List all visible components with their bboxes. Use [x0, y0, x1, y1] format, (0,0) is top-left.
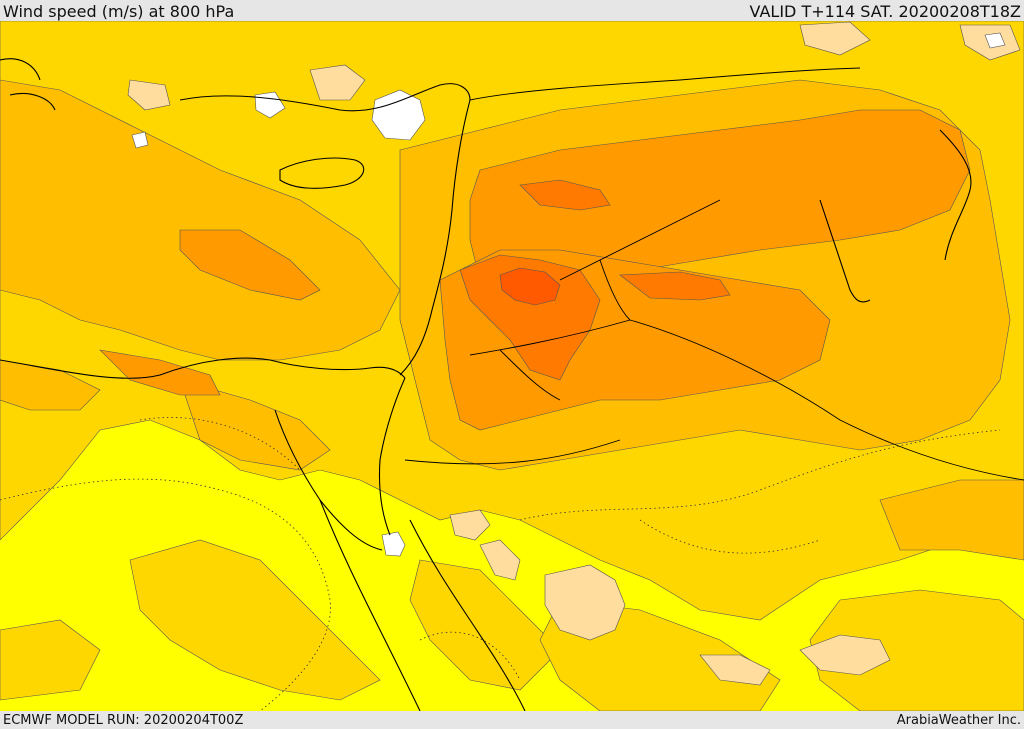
very-calm-patches [131, 32, 1006, 557]
wind-speed-map [0, 21, 1024, 711]
footer-bar: ECMWF MODEL RUN: 20200204T00Z ArabiaWeat… [0, 711, 1024, 729]
valid-time: VALID T+114 SAT. 20200208T18Z [749, 2, 1021, 21]
speed-band-dark-orange [459, 179, 731, 381]
header-bar: Wind speed (m/s) at 800 hPa VALID T+114 … [0, 0, 1024, 21]
credit: ArabiaWeather Inc. [896, 713, 1021, 728]
model-run: ECMWF MODEL RUN: 20200204T00Z [3, 713, 244, 728]
map-title: Wind speed (m/s) at 800 hPa [3, 2, 235, 21]
dotted-contours [0, 417, 1001, 711]
speed-band-core [499, 267, 561, 306]
borders [404, 67, 1024, 481]
map-canvas [0, 21, 1024, 711]
coastlines [0, 58, 972, 711]
calm-patches [127, 21, 1021, 686]
